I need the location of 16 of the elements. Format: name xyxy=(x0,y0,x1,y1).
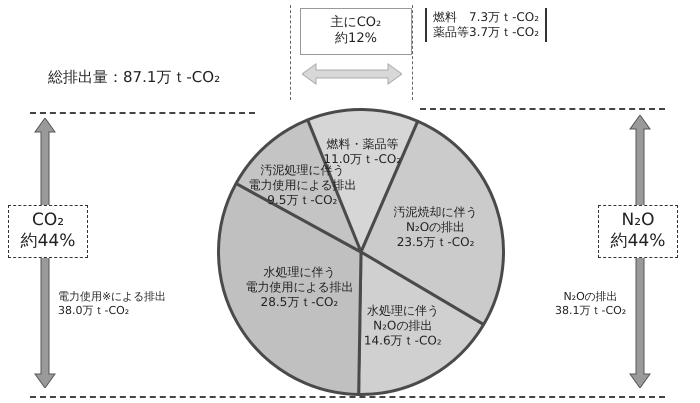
text: CO₂ 約44% xyxy=(8,205,88,258)
slice-label: 水処理に伴うN₂Oの排出 xyxy=(366,304,439,333)
text: N₂Oの排出 38.1万ｔ-CO₂ xyxy=(555,290,626,318)
text: 電力使用※による排出 38.0万ｔ-CO₂ xyxy=(58,290,166,318)
slice-label: 燃料・薬品等 xyxy=(326,136,398,151)
data-label: 9.5万ｔ-CO₂ xyxy=(267,193,338,208)
data-label: 28.5万ｔ-CO₂ xyxy=(260,294,338,309)
data-label: 14.6万ｔ-CO₂ xyxy=(364,334,442,348)
text: 燃料 7.3万ｔ-CO₂ 薬品等3.7万ｔ-CO₂ xyxy=(425,8,548,42)
slice-label: 水処理に伴う電力使用による排出 xyxy=(245,264,354,294)
text: 総排出量：87.1万ｔ-CO₂ xyxy=(48,68,220,87)
slice-label: 汚泥焼却に伴うN₂Oの排出 xyxy=(394,204,478,234)
text: N₂O 約44% xyxy=(598,205,678,258)
data-label: 11.0万ｔ-CO₂ xyxy=(323,152,402,166)
text: 主にCO₂ 約12% xyxy=(300,8,412,54)
data-label: 23.5万ｔ-CO₂ xyxy=(396,234,475,249)
